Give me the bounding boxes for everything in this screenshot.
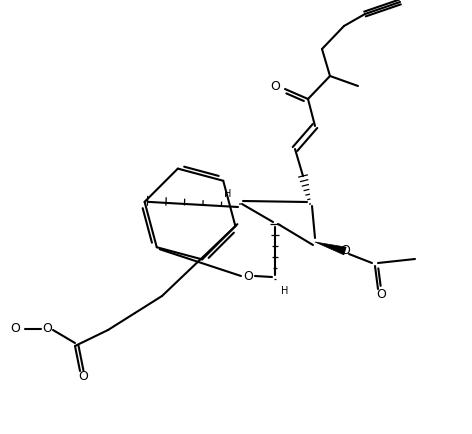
Text: H: H (224, 189, 232, 199)
Text: O: O (10, 322, 20, 335)
Text: O: O (243, 270, 253, 283)
Text: O: O (42, 322, 52, 335)
Text: H: H (281, 286, 289, 296)
Text: O: O (376, 287, 386, 300)
Text: O: O (78, 369, 88, 382)
Polygon shape (315, 242, 346, 255)
Text: O: O (270, 79, 280, 92)
Text: O: O (340, 244, 350, 257)
